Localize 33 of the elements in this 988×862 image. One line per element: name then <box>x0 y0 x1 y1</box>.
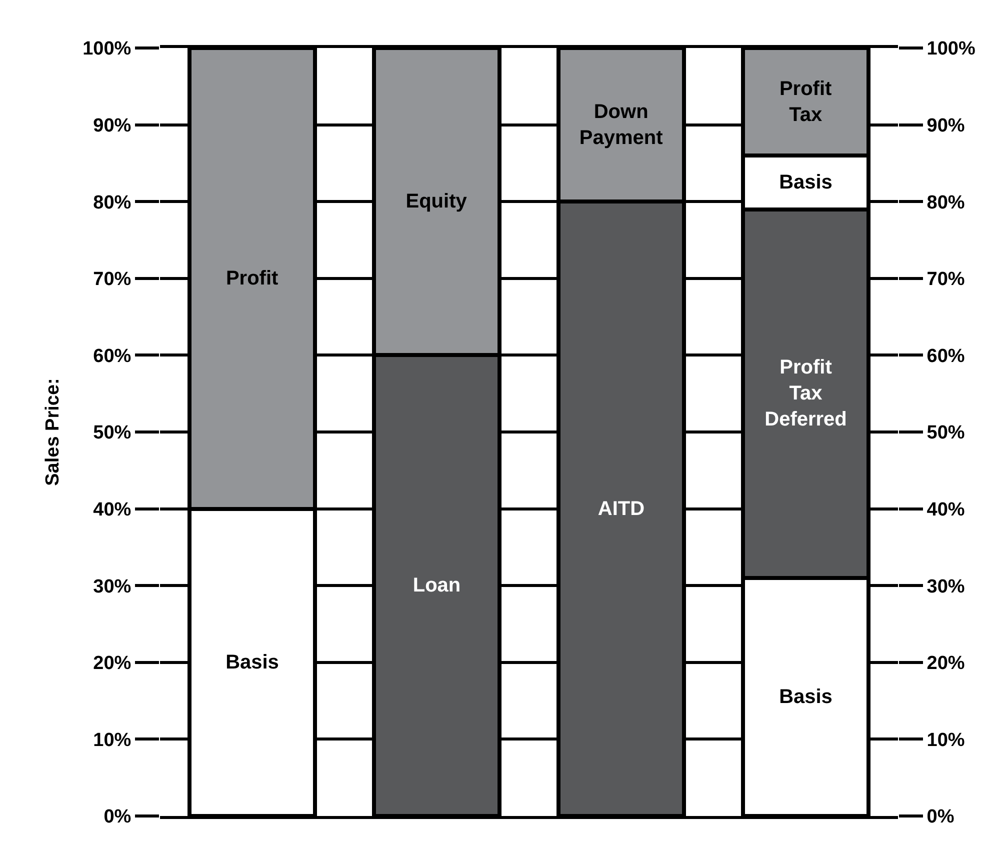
data-label: AITD <box>598 498 645 520</box>
y-tick-label: 100% <box>82 38 132 60</box>
y2-tick-label: 20% <box>926 653 965 674</box>
data-label: Loan <box>412 574 461 597</box>
y2-tick-label: 30% <box>926 576 965 598</box>
y2-tick-label: 40% <box>926 499 965 520</box>
y-tick-label: 90% <box>93 115 132 136</box>
data-label: Profit <box>226 267 279 290</box>
data-label: Profit Tax <box>779 78 832 126</box>
y-tick-label: 50% <box>93 422 132 444</box>
y2-tick-label: 50% <box>926 422 965 444</box>
data-label: Down Payment <box>579 100 664 149</box>
y2-tick-label: 70% <box>926 269 965 290</box>
y-tick-label: 30% <box>93 576 132 598</box>
y2-tick-label: 100% <box>926 38 976 60</box>
y2-tick-label: 10% <box>926 730 965 751</box>
y-tick-label: 70% <box>93 269 132 290</box>
data-label: Basis <box>779 171 832 194</box>
y-tick-label: 60% <box>93 346 132 367</box>
y-tick-label: 0% <box>104 806 132 828</box>
y2-tick-label: 60% <box>926 346 965 367</box>
data-label: Profit Tax Deferred <box>764 356 847 431</box>
y-axis-title: Sales Price: <box>42 378 64 486</box>
data-label: Equity <box>406 190 468 213</box>
y-tick-label: 40% <box>93 499 132 520</box>
data-label: Basis <box>226 651 279 674</box>
y2-tick-label: 0% <box>926 806 954 828</box>
y-tick-label: 80% <box>93 192 132 214</box>
y2-tick-label: 80% <box>926 192 965 214</box>
data-label: Basis <box>779 686 832 708</box>
y-tick-label: 20% <box>93 653 132 674</box>
y2-tick-label: 90% <box>926 115 965 136</box>
y-tick-label: 10% <box>93 730 132 751</box>
